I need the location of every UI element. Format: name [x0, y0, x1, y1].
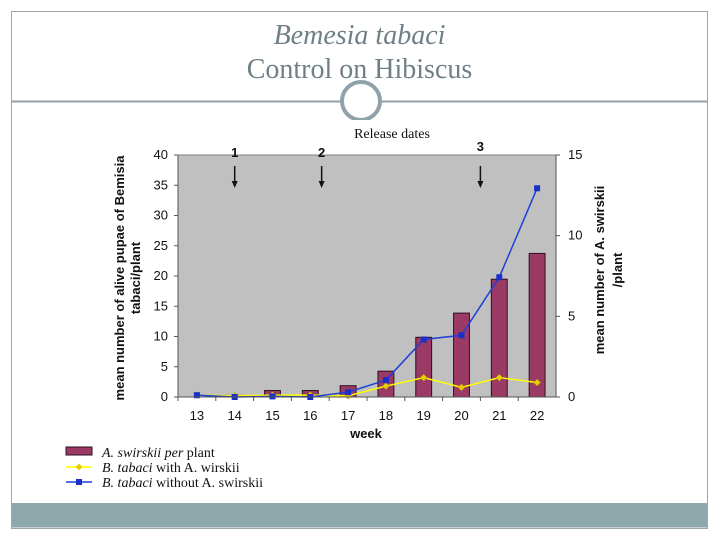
release-arrow-head-1 — [231, 181, 238, 188]
legend-swatch-marker-without — [76, 479, 82, 485]
x-tick-20: 20 — [454, 408, 468, 423]
point-with-21 — [495, 373, 504, 382]
point-without-18 — [382, 377, 389, 384]
y-left-tick-40: 40 — [154, 147, 168, 162]
point-without-21 — [496, 274, 503, 281]
slide-title-line-1: Bemesia tabaci — [273, 20, 446, 51]
x-tick-14: 14 — [227, 408, 241, 423]
point-without-15 — [269, 393, 276, 400]
y-left-axis-title-line-1: mean number of alive pupae of Bemisia — [112, 155, 127, 401]
point-with-22 — [533, 378, 541, 387]
point-without-13 — [193, 392, 200, 399]
slide-title-line-2: Control on Hibiscus — [246, 54, 473, 85]
y-right-tick-0: 0 — [568, 389, 575, 404]
point-without-22 — [534, 185, 541, 192]
y-left-axis-title-line-2: tabaci/plant — [128, 241, 143, 314]
y-right-axis-title-line-2: /plant — [610, 252, 625, 287]
x-tick-13: 13 — [190, 408, 204, 423]
y-left-tick-20: 20 — [154, 268, 168, 283]
x-tick-22: 22 — [530, 408, 544, 423]
legend-swatch-marker-with — [75, 463, 83, 471]
release-marker-label-2: 2 — [318, 145, 325, 160]
release-marker-label-1: 1 — [231, 145, 238, 160]
y-left-tick-30: 30 — [154, 208, 168, 223]
x-tick-18: 18 — [379, 408, 393, 423]
legend-label-2: B. tabaci with A. wirskii — [102, 461, 240, 476]
x-tick-17: 17 — [341, 408, 355, 423]
release-marker-label-3: 3 — [477, 139, 484, 154]
x-tick-15: 15 — [265, 408, 279, 423]
legend-label-3: B. tabaci without A. swirskii — [102, 476, 263, 491]
title-circle-ornament — [340, 80, 382, 122]
y-right-tick-15: 15 — [568, 147, 582, 162]
x-tick-21: 21 — [492, 408, 506, 423]
point-without-20 — [458, 332, 465, 339]
y-left-tick-10: 10 — [154, 329, 168, 344]
x-tick-19: 19 — [416, 408, 430, 423]
point-with-20 — [457, 383, 466, 392]
y-left-tick-35: 35 — [154, 177, 168, 192]
point-with-19 — [419, 373, 428, 382]
point-with-18 — [382, 382, 390, 390]
y-left-tick-0: 0 — [161, 389, 168, 404]
y-right-axis-title-line-1: mean number of A. swirskii — [592, 186, 607, 355]
y-left-tick-15: 15 — [154, 298, 168, 313]
y-left-tick-25: 25 — [154, 238, 168, 253]
chart-title: Release dates — [354, 127, 430, 142]
y-right-tick-5: 5 — [568, 308, 575, 323]
chart-container: 0 5 10 15 20 25 30 35 40 0 5 10 15 13 14 15 16 17 18 19 20 21… — [48, 120, 672, 498]
y-right-tick-10: 10 — [568, 228, 582, 243]
bar-22 — [528, 252, 546, 398]
point-without-17 — [345, 389, 352, 396]
release-arrow-head-2 — [318, 181, 325, 188]
release-arrow-head-3 — [477, 181, 484, 188]
release-markers: 1 2 3 — [231, 139, 484, 188]
x-tick-16: 16 — [303, 408, 317, 423]
legend-swatch-bar — [65, 446, 93, 456]
bottom-bar — [12, 503, 707, 527]
x-axis-title: week — [349, 426, 383, 441]
legend-label-1: A. swirskii per plant — [101, 446, 215, 461]
point-without-19 — [420, 336, 427, 343]
line-with — [196, 376, 538, 397]
y-left-tick-5: 5 — [161, 359, 168, 374]
